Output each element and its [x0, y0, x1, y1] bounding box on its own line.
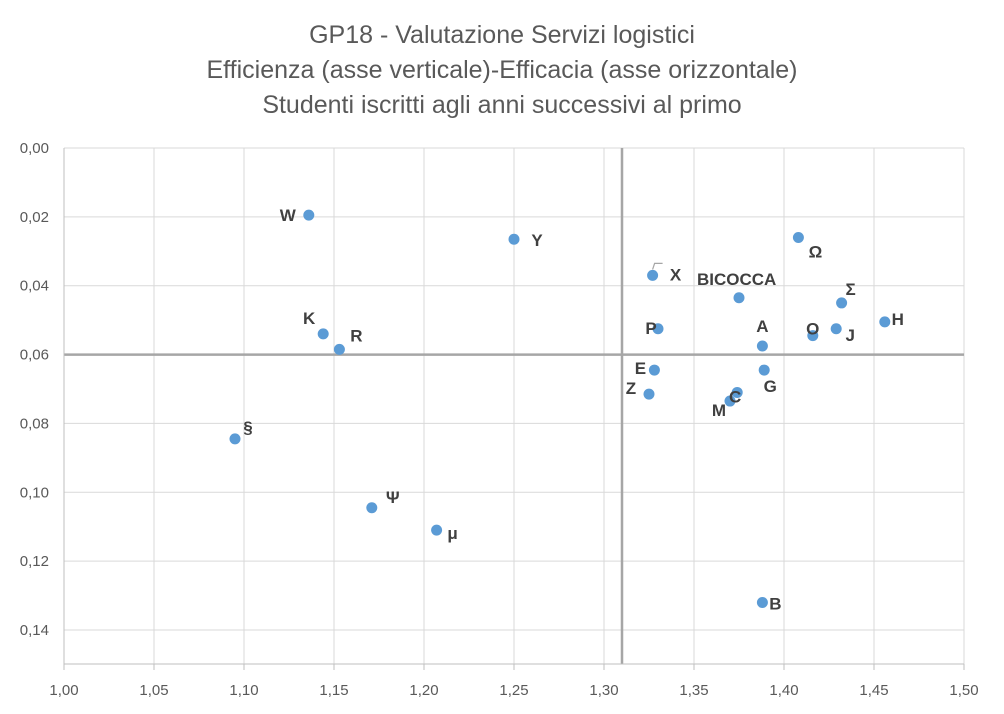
x-tick-label: 1,25 [499, 682, 528, 699]
data-label: BICOCCA [697, 270, 776, 289]
reference-lines [64, 148, 964, 664]
data-label: Y [531, 231, 543, 250]
data-point [792, 232, 804, 244]
data-label: Z [626, 379, 636, 398]
x-tick-label: 1,40 [769, 682, 798, 699]
data-label-leader-line [652, 262, 663, 270]
data-point [303, 209, 315, 221]
x-tick-label: 1,10 [229, 682, 258, 699]
data-point [756, 596, 768, 608]
data-label: § [243, 418, 252, 437]
data-label: H [892, 310, 904, 329]
axes [63, 148, 965, 670]
data-point [229, 433, 241, 445]
chart-title: GP18 - Valutazione Servizi logistici Eff… [0, 18, 1004, 123]
data-point [724, 395, 736, 407]
chart-title-line-1: GP18 - Valutazione Servizi logistici [309, 21, 695, 49]
x-tick-label: 1,50 [949, 682, 978, 699]
data-point [652, 323, 664, 335]
data-point [317, 328, 329, 340]
x-tick-label: 1,35 [679, 682, 708, 699]
data-label: W [280, 206, 297, 225]
data-label: G [764, 377, 777, 396]
data-label: Σ [845, 280, 855, 299]
data-label: μ [447, 524, 457, 543]
data-label: X [670, 265, 682, 284]
data-point [756, 340, 768, 352]
y-axis-ticks: 0,00 0,02 0,04 0,06 0,08 0,10 0,12 0,14 [20, 140, 49, 639]
x-tick-label: 1,20 [409, 682, 438, 699]
data-point [333, 343, 345, 355]
y-tick-label: 0,06 [20, 347, 49, 364]
data-label: R [350, 326, 362, 345]
data-point [836, 297, 848, 309]
data-point [648, 364, 660, 376]
data-points [229, 209, 891, 608]
x-tick-label: 1,00 [49, 682, 78, 699]
data-label: O [806, 320, 819, 339]
y-tick-label: 0,00 [20, 140, 49, 157]
data-point [643, 388, 655, 400]
chart-title-line-2: Efficienza (asse verticale)-Efficacia (a… [206, 56, 798, 84]
data-point [508, 233, 520, 245]
x-tick-label: 1,15 [319, 682, 348, 699]
y-tick-label: 0,02 [20, 209, 49, 226]
data-point [731, 386, 743, 398]
data-label: M [712, 401, 726, 420]
x-tick-label: 1,05 [139, 682, 168, 699]
data-label: K [303, 309, 316, 328]
data-point [830, 323, 842, 335]
data-label: C [729, 387, 741, 406]
data-point [431, 524, 443, 536]
x-tick-label: 1,45 [859, 682, 888, 699]
grid [64, 147, 965, 664]
data-label: B [769, 594, 781, 613]
data-labels: W Y X Ω BICOCCA Σ H K R P A O J EZ C G M § Ψμ B [243, 206, 904, 613]
data-label: A [756, 317, 768, 336]
data-point [733, 292, 745, 304]
y-tick-label: 0,04 [20, 278, 49, 295]
data-label: E [635, 359, 646, 378]
y-tick-label: 0,12 [20, 553, 49, 570]
data-point [879, 316, 891, 328]
data-point [647, 269, 659, 281]
data-point [758, 364, 770, 376]
y-tick-label: 0,08 [20, 415, 49, 432]
data-label: Ω [809, 243, 823, 262]
x-axis-ticks: 1,00 1,05 1,10 1,15 1,20 1,25 1,30 1,35 1,40 1,45… [49, 682, 978, 699]
y-tick-label: 0,10 [20, 484, 49, 501]
data-label: P [645, 319, 656, 338]
data-point [366, 502, 378, 514]
data-label: J [845, 326, 854, 345]
data-point [807, 330, 819, 342]
data-label: Ψ [386, 488, 400, 507]
chart-title-line-3: Studenti iscritti agli anni successivi a… [262, 91, 742, 119]
y-tick-label: 0,14 [20, 622, 49, 639]
x-tick-label: 1,30 [589, 682, 618, 699]
